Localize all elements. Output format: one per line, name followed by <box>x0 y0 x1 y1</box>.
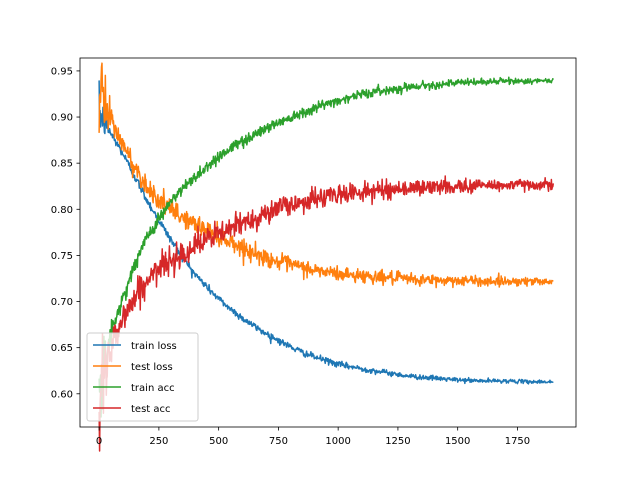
x-axis: 0 250 500 750 1000 1250 1500 1750 <box>96 427 530 447</box>
x-tick-label: 1500 <box>445 436 470 447</box>
legend-box <box>86 332 199 422</box>
y-tick-label: 0.70 <box>51 297 73 308</box>
plot-frame <box>79 57 577 428</box>
y-tick-label: 0.80 <box>51 205 73 216</box>
legend-label: train acc <box>131 383 175 394</box>
legend-label: test acc <box>131 404 171 415</box>
y-tick-label: 0.85 <box>51 159 73 170</box>
x-tick-label: 500 <box>209 436 228 447</box>
x-tick-label: 0 <box>96 436 102 447</box>
y-tick-label: 0.65 <box>51 343 73 354</box>
series-line-test-loss <box>98 62 554 289</box>
legend-label: test loss <box>131 362 173 373</box>
x-tick-label: 750 <box>269 436 288 447</box>
y-tick-label: 0.60 <box>51 389 73 400</box>
y-tick-label: 0.75 <box>51 251 73 262</box>
y-tick-label: 0.95 <box>51 66 73 77</box>
x-tick-label: 1000 <box>325 436 350 447</box>
series-layer <box>98 62 555 452</box>
x-tick-label: 1250 <box>385 436 410 447</box>
x-tick-label: 1750 <box>505 436 530 447</box>
series-line-test-acc <box>98 175 555 452</box>
series-line-train-acc <box>98 76 554 418</box>
y-axis: 0.60 0.65 0.70 0.75 0.80 0.85 0.90 0.95 <box>51 66 80 400</box>
legend: train loss test loss train acc test acc <box>86 332 199 422</box>
series-line-train-loss <box>98 80 554 385</box>
legend-label: train loss <box>131 341 177 352</box>
y-tick-label: 0.90 <box>51 113 73 124</box>
x-tick-label: 250 <box>149 436 168 447</box>
